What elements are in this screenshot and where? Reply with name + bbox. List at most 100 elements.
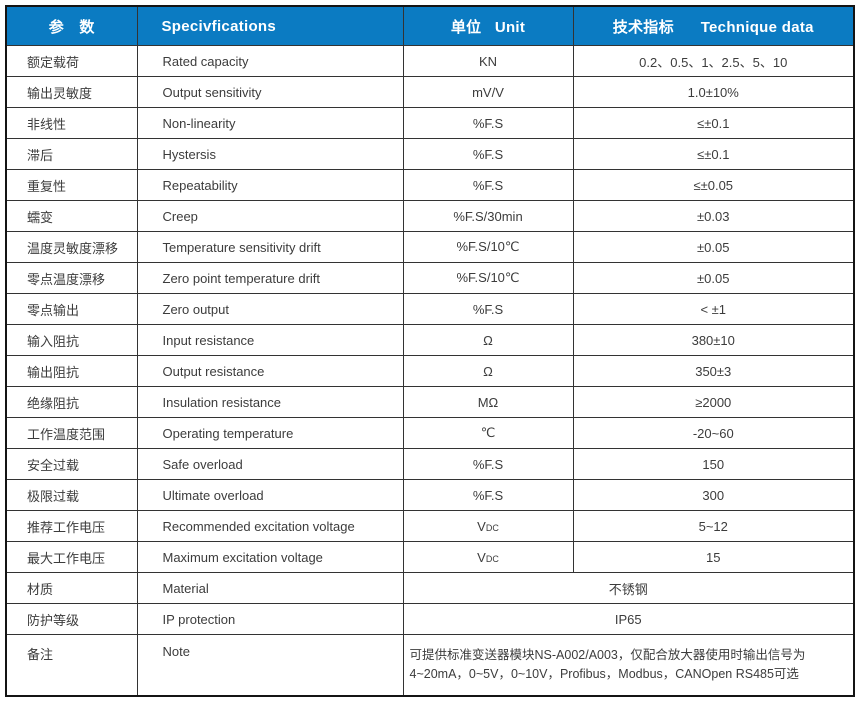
technique-data-cell: IP65	[402, 603, 855, 635]
unit-cell: %F.S	[402, 293, 574, 325]
table-row: 防护等级 IP protection IP65	[5, 603, 855, 635]
unit-cell: %F.S/10℃	[402, 231, 574, 263]
param-name-en: Hystersis	[136, 138, 404, 170]
param-name-en: Output sensitivity	[136, 76, 404, 108]
table-row: 输出阻抗 Output resistance Ω 350±3	[5, 355, 855, 387]
table-row: 非线性 Non-linearity %F.S ≤±0.1	[5, 107, 855, 139]
unit-cell: VDC	[402, 541, 574, 573]
technique-data-cell: ≤±0.05	[572, 169, 855, 201]
unit-cell: KN	[402, 45, 574, 77]
spec-table-body: 额定载荷 Rated capacity KN 0.2、0.5、1、2.5、5、10 输出…	[5, 45, 855, 697]
param-name-en: Zero output	[136, 293, 404, 325]
unit-cell: Ω	[402, 324, 574, 356]
technique-data-cell: ≤±0.1	[572, 138, 855, 170]
unit-cell: %F.S/30min	[402, 200, 574, 232]
technique-data-cell: 380±10	[572, 324, 855, 356]
table-row: 温度灵敏度漂移 Temperature sensitivity drift %F.S…	[5, 231, 855, 263]
param-name-en: Zero point temperature drift	[136, 262, 404, 294]
table-row: 绝缘阻抗 Insulation resistance MΩ ≥2000	[5, 386, 855, 418]
technique-data-cell: ±0.03	[572, 200, 855, 232]
unit-cell: ℃	[402, 417, 574, 449]
table-row: 推荐工作电压 Recommended excitation voltage VDC 5…	[5, 510, 855, 542]
technique-data-cell: < ±1	[572, 293, 855, 325]
unit-subscript: DC	[485, 522, 499, 533]
technique-data-cell: 5~12	[572, 510, 855, 542]
param-name-cn: 重复性	[5, 169, 138, 201]
table-row: 极限过载 Ultimate overload %F.S 300	[5, 479, 855, 511]
table-row: 滞后 Hystersis %F.S ≤±0.1	[5, 138, 855, 170]
header-row: 参 数 Specivfications 单位 Unit 技术指标 Techniq…	[5, 5, 855, 46]
table-row: 材质 Material 不锈钢	[5, 572, 855, 604]
table-row: 零点温度漂移 Zero point temperature drift %F.S/1…	[5, 262, 855, 294]
param-name-en: Temperature sensitivity drift	[136, 231, 404, 263]
param-name-en: Rated capacity	[136, 45, 404, 77]
param-name-en: Creep	[136, 200, 404, 232]
table-row: 输出灵敏度 Output sensitivity mV/V 1.0±10%	[5, 76, 855, 108]
param-name-cn: 蠕变	[5, 200, 138, 232]
technique-data-cell: 350±3	[572, 355, 855, 387]
param-name-cn: 工作温度范围	[5, 417, 138, 449]
table-row: 零点输出 Zero output %F.S < ±1	[5, 293, 855, 325]
param-name-cn: 极限过载	[5, 479, 138, 511]
specification-table: 参 数 Specivfications 单位 Unit 技术指标 Techniq…	[5, 5, 855, 697]
unit-cell: MΩ	[402, 386, 574, 418]
param-name-cn: 输出灵敏度	[5, 76, 138, 108]
technique-data-cell: 15	[572, 541, 855, 573]
table-row: 工作温度范围 Operating temperature ℃ -20~60	[5, 417, 855, 449]
param-name-cn: 最大工作电压	[5, 541, 138, 573]
param-name-en: Insulation resistance	[136, 386, 404, 418]
unit-cell: %F.S	[402, 448, 574, 480]
param-name-en: Material	[136, 572, 404, 604]
param-name-cn: 零点温度漂移	[5, 262, 138, 294]
param-name-cn: 非线性	[5, 107, 138, 139]
param-name-cn: 输入阻抗	[5, 324, 138, 356]
unit-cell: %F.S	[402, 169, 574, 201]
table-row: 最大工作电压 Maximum excitation voltage VDC 15	[5, 541, 855, 573]
unit-cell: %F.S	[402, 479, 574, 511]
param-name-en: Ultimate overload	[136, 479, 404, 511]
unit-cell: %F.S/10℃	[402, 262, 574, 294]
table-row: 蠕变 Creep %F.S/30min ±0.03	[5, 200, 855, 232]
param-name-en: Output resistance	[136, 355, 404, 387]
param-name-cn: 安全过载	[5, 448, 138, 480]
unit-cell: Ω	[402, 355, 574, 387]
technique-data-cell: ≤±0.1	[572, 107, 855, 139]
param-name-cn: 温度灵敏度漂移	[5, 231, 138, 263]
param-name-en: Operating temperature	[136, 417, 404, 449]
param-name-cn: 材质	[5, 572, 138, 604]
header-unit: 单位 Unit	[402, 5, 574, 46]
header-parameter: 参 数	[5, 5, 138, 46]
param-name-cn: 输出阻抗	[5, 355, 138, 387]
table-row: 输入阻抗 Input resistance Ω 380±10	[5, 324, 855, 356]
param-name-en: Repeatability	[136, 169, 404, 201]
param-name-cn: 零点输出	[5, 293, 138, 325]
unit-cell: %F.S	[402, 138, 574, 170]
unit-cell: mV/V	[402, 76, 574, 108]
technique-data-cell: ≥2000	[572, 386, 855, 418]
header-specifications: Specivfications	[136, 5, 404, 46]
param-name-cn: 防护等级	[5, 603, 138, 635]
param-name-en: Note	[136, 634, 404, 697]
table-row: 额定载荷 Rated capacity KN 0.2、0.5、1、2.5、5、10	[5, 45, 855, 77]
param-name-en: Safe overload	[136, 448, 404, 480]
param-name-cn: 备注	[5, 634, 138, 697]
param-name-en: IP protection	[136, 603, 404, 635]
technique-data-cell: 1.0±10%	[572, 76, 855, 108]
table-row: 重复性 Repeatability %F.S ≤±0.05	[5, 169, 855, 201]
technique-data-cell: 不锈钢	[402, 572, 855, 604]
table-header: 参 数 Specivfications 单位 Unit 技术指标 Techniq…	[5, 5, 855, 46]
technique-data-cell: 可提供标准变送器模块NS-A002/A003，仅配合放大器使用时输出信号为 4~…	[402, 634, 855, 697]
header-technique-data: 技术指标 Technique data	[572, 5, 855, 46]
param-name-cn: 推荐工作电压	[5, 510, 138, 542]
param-name-en: Input resistance	[136, 324, 404, 356]
technique-data-cell: ±0.05	[572, 231, 855, 263]
technique-data-cell: 0.2、0.5、1、2.5、5、10	[572, 45, 855, 77]
unit-cell: %F.S	[402, 107, 574, 139]
unit-subscript: DC	[485, 553, 499, 564]
param-name-cn: 滞后	[5, 138, 138, 170]
technique-data-cell: 300	[572, 479, 855, 511]
note-row: 备注 Note 可提供标准变送器模块NS-A002/A003，仅配合放大器使用时输出…	[5, 634, 855, 697]
unit-cell: VDC	[402, 510, 574, 542]
table-row: 安全过载 Safe overload %F.S 150	[5, 448, 855, 480]
